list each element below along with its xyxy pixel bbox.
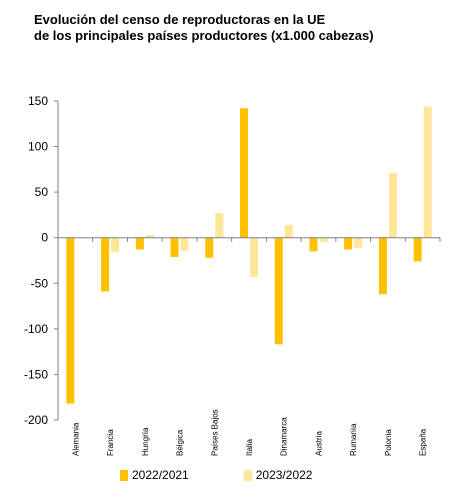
legend-swatch-series-1 — [120, 469, 128, 481]
bar-1-italia — [240, 108, 248, 238]
x-category-label: España — [419, 428, 428, 456]
bar-1-francia — [101, 237, 110, 292]
bar-1-bélgica — [170, 237, 179, 257]
bar-1-hungría — [135, 237, 144, 250]
x-category-label: Italia — [245, 439, 254, 456]
chart-legend: 2022/2021 2023/2022 — [120, 468, 312, 482]
x-category-label: Francia — [106, 429, 115, 456]
bar-2-francia — [111, 237, 120, 253]
bar-2-hungría — [145, 234, 154, 238]
bar-1-dinamarca — [274, 237, 283, 345]
x-category-label: Hungría — [141, 427, 150, 456]
bar-1-españa — [413, 237, 422, 262]
y-tick-label: 0 — [41, 231, 48, 245]
bar-2-italia — [250, 237, 258, 277]
y-tick-label: -150 — [24, 367, 48, 381]
bar-2-polonia — [388, 173, 397, 238]
y-tick-label: 150 — [28, 94, 48, 108]
y-tick-label: -200 — [24, 413, 48, 427]
legend-item-series-2: 2023/2022 — [243, 468, 313, 482]
legend-swatch-series-2 — [243, 469, 252, 481]
bar-2-bélgica — [180, 237, 189, 252]
x-category-label: Polonia — [384, 429, 393, 456]
legend-label-series-1: 2022/2021 — [132, 468, 189, 482]
x-category-label: Rumanía — [349, 423, 358, 456]
x-category-label: Bélgica — [176, 429, 185, 456]
bar-2-españa — [423, 106, 432, 238]
x-category-label: Países Bajos — [210, 409, 219, 456]
bar-1-polonia — [378, 237, 387, 295]
bar-1-rumanía — [344, 237, 353, 250]
legend-label-series-2: 2023/2022 — [255, 468, 313, 482]
x-category-label: Dinamarca — [280, 417, 289, 456]
y-tick-label: 100 — [28, 140, 48, 154]
bar-2-rumanía — [354, 237, 363, 248]
x-category-label: Austria — [314, 431, 323, 456]
bar-2-austria — [319, 237, 328, 243]
x-category-label: Alemania — [71, 422, 80, 456]
bar-2-dinamarca — [284, 224, 293, 238]
bar-1-alemania — [66, 237, 75, 404]
chart-title: Evolución del censo de reproductoras en … — [34, 12, 454, 44]
legend-item-series-1: 2022/2021 — [120, 468, 189, 482]
y-tick-label: -100 — [24, 322, 48, 336]
chart-title-line-2: de los principales países productores (x… — [34, 28, 374, 43]
bar-2-países-bajos — [215, 213, 224, 238]
y-tick-label: 50 — [35, 185, 49, 199]
chart-title-line-1: Evolución del censo de reproductoras en … — [34, 12, 326, 27]
bar-1-países-bajos — [205, 237, 214, 258]
y-tick-label: -50 — [31, 276, 49, 290]
bar-1-austria — [309, 237, 318, 252]
